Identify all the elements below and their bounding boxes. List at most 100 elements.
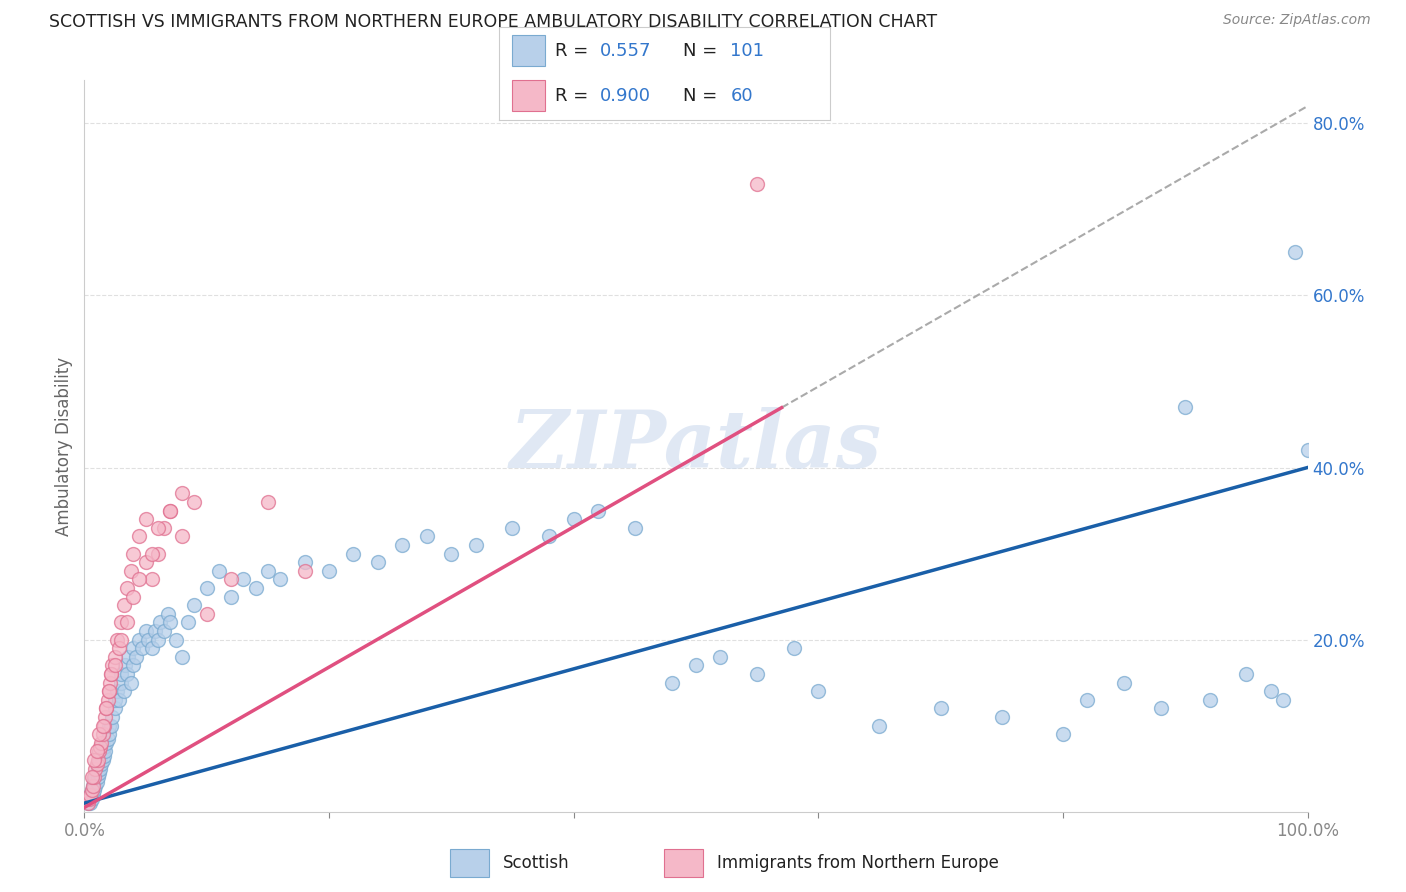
Point: [79, 796, 101, 810]
Text: N =: N =: [682, 42, 723, 60]
Point: [117, 649, 139, 664]
Point: [136, 632, 159, 647]
Point: [100, 719, 122, 733]
Point: [87, 762, 110, 776]
Text: 101: 101: [731, 42, 765, 60]
Point: [100, 667, 122, 681]
Point: [84, 762, 107, 776]
Point: [135, 512, 157, 526]
Point: [90, 757, 112, 772]
Point: [342, 547, 364, 561]
Point: [110, 615, 132, 630]
Point: [1174, 401, 1197, 415]
Point: [128, 529, 150, 543]
Point: [114, 658, 136, 673]
Point: [97, 684, 120, 698]
Point: [1272, 693, 1295, 707]
Point: [245, 581, 267, 595]
Point: [538, 529, 561, 543]
Point: [269, 573, 291, 587]
Text: Source: ZipAtlas.com: Source: ZipAtlas.com: [1223, 13, 1371, 28]
Text: Scottish: Scottish: [503, 854, 569, 872]
Point: [104, 658, 127, 673]
Point: [183, 598, 205, 612]
Point: [97, 731, 120, 746]
Point: [122, 658, 145, 673]
Point: [159, 503, 181, 517]
Point: [82, 779, 104, 793]
Point: [94, 744, 117, 758]
Point: [709, 649, 731, 664]
Point: [219, 573, 242, 587]
Point: [172, 529, 194, 543]
Point: [146, 547, 169, 561]
Point: [1150, 701, 1173, 715]
Point: [131, 641, 153, 656]
Point: [83, 783, 105, 797]
Text: R =: R =: [555, 87, 595, 104]
Point: [79, 788, 101, 802]
Point: [80, 770, 103, 784]
Point: [115, 581, 138, 595]
Point: [89, 762, 111, 776]
Point: [122, 547, 145, 561]
Point: [294, 564, 316, 578]
Point: [1198, 693, 1220, 707]
Text: ZIPatlas: ZIPatlas: [510, 408, 882, 484]
Y-axis label: Ambulatory Disability: Ambulatory Disability: [55, 357, 73, 535]
Text: 0.557: 0.557: [600, 42, 651, 60]
Point: [91, 744, 114, 758]
Point: [128, 632, 150, 647]
Point: [929, 701, 952, 715]
Point: [159, 615, 181, 630]
Point: [101, 710, 124, 724]
Point: [83, 774, 105, 789]
Point: [294, 555, 316, 569]
Point: [869, 719, 891, 733]
Point: [100, 667, 122, 681]
Point: [77, 792, 100, 806]
Point: [318, 564, 340, 578]
Point: [257, 564, 280, 578]
Point: [146, 521, 169, 535]
Bar: [512, 80, 546, 111]
Point: [91, 753, 114, 767]
Point: [84, 779, 107, 793]
Point: [91, 719, 114, 733]
Point: [91, 727, 114, 741]
Bar: [664, 849, 703, 877]
Bar: [512, 35, 546, 66]
Point: [122, 590, 145, 604]
Point: [87, 727, 110, 741]
Point: [115, 615, 138, 630]
Point: [104, 701, 127, 715]
Point: [141, 641, 163, 656]
Point: [80, 792, 103, 806]
Point: [440, 547, 463, 561]
Text: SCOTTISH VS IMMIGRANTS FROM NORTHERN EUROPE AMBULATORY DISABILITY CORRELATION CH: SCOTTISH VS IMMIGRANTS FROM NORTHERN EUR…: [49, 13, 938, 31]
Point: [82, 779, 104, 793]
Point: [219, 590, 242, 604]
Point: [391, 538, 413, 552]
Point: [1260, 684, 1282, 698]
Point: [135, 555, 157, 569]
Point: [120, 675, 142, 690]
Point: [83, 753, 105, 767]
Point: [107, 641, 129, 656]
Point: [80, 783, 103, 797]
Point: [128, 573, 150, 587]
Point: [87, 770, 110, 784]
Point: [105, 684, 128, 698]
Point: [141, 573, 163, 587]
Point: [93, 740, 115, 755]
Point: [110, 675, 132, 690]
Point: [1284, 245, 1306, 260]
Point: [416, 529, 439, 543]
Point: [112, 598, 135, 612]
Point: [1234, 667, 1257, 681]
Point: [1296, 443, 1319, 458]
Point: [143, 624, 166, 638]
Point: [624, 521, 647, 535]
Point: [104, 649, 127, 664]
Point: [146, 632, 169, 647]
